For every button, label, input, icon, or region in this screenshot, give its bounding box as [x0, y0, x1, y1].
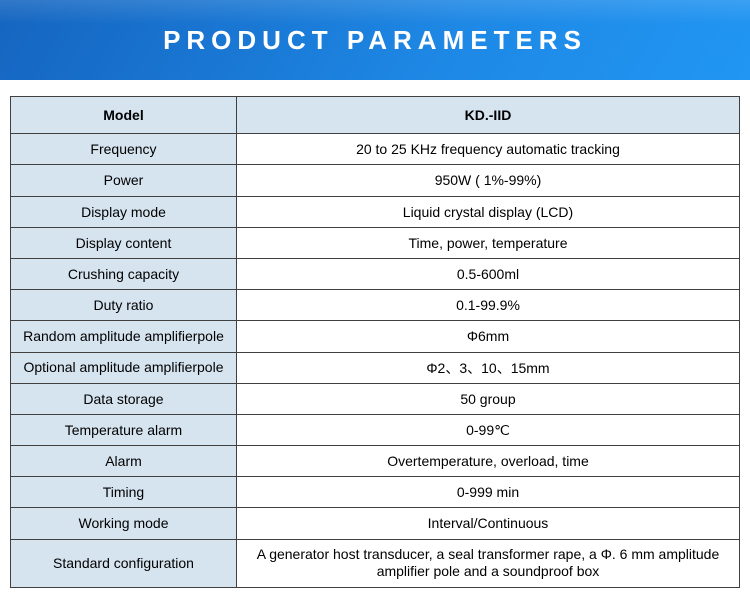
- row-value: Φ2、3、10、15mm: [236, 352, 739, 383]
- table-row: Standard configuration A generator host …: [11, 539, 740, 587]
- row-label: Temperature alarm: [11, 414, 237, 445]
- header-value: KD.-IID: [236, 97, 739, 134]
- banner: PRODUCT PARAMETERS: [0, 0, 750, 80]
- row-value: 50 group: [236, 383, 739, 414]
- row-label: Alarm: [11, 446, 237, 477]
- row-label: Display mode: [11, 196, 237, 227]
- table-row: Working mode Interval/Continuous: [11, 508, 740, 539]
- row-value: Time, power, temperature: [236, 227, 739, 258]
- table-row: Display content Time, power, temperature: [11, 227, 740, 258]
- header-label: Model: [11, 97, 237, 134]
- row-value: Overtemperature, overload, time: [236, 446, 739, 477]
- table-row: Display mode Liquid crystal display (LCD…: [11, 196, 740, 227]
- table-row: Crushing capacity 0.5-600ml: [11, 258, 740, 289]
- table-row: Alarm Overtemperature, overload, time: [11, 446, 740, 477]
- table-row: Random amplitude amplifierpole Φ6mm: [11, 321, 740, 352]
- parameters-table: Model KD.-IID Frequency 20 to 25 KHz fre…: [10, 96, 740, 588]
- row-label: Frequency: [11, 134, 237, 165]
- row-label: Working mode: [11, 508, 237, 539]
- row-value: 0.5-600ml: [236, 258, 739, 289]
- row-label: Random amplitude amplifierpole: [11, 321, 237, 352]
- row-value: Φ6mm: [236, 321, 739, 352]
- row-label: Optional amplitude amplifierpole: [11, 352, 237, 383]
- row-label: Timing: [11, 477, 237, 508]
- page-title: PRODUCT PARAMETERS: [163, 25, 587, 56]
- row-value: Liquid crystal display (LCD): [236, 196, 739, 227]
- row-label: Power: [11, 165, 237, 196]
- row-value: 0-999 min: [236, 477, 739, 508]
- table-row: Power 950W ( 1%-99%): [11, 165, 740, 196]
- row-value: Interval/Continuous: [236, 508, 739, 539]
- row-value: 20 to 25 KHz frequency automatic trackin…: [236, 134, 739, 165]
- table-header-row: Model KD.-IID: [11, 97, 740, 134]
- row-value: 0.1-99.9%: [236, 290, 739, 321]
- row-label: Crushing capacity: [11, 258, 237, 289]
- parameters-table-container: Model KD.-IID Frequency 20 to 25 KHz fre…: [0, 80, 750, 588]
- table-row: Data storage 50 group: [11, 383, 740, 414]
- table-body: Frequency 20 to 25 KHz frequency automat…: [11, 134, 740, 587]
- table-row: Duty ratio 0.1-99.9%: [11, 290, 740, 321]
- table-row: Temperature alarm 0-99℃: [11, 414, 740, 445]
- row-label: Standard configuration: [11, 539, 237, 587]
- row-label: Duty ratio: [11, 290, 237, 321]
- table-row: Timing 0-999 min: [11, 477, 740, 508]
- table-row: Frequency 20 to 25 KHz frequency automat…: [11, 134, 740, 165]
- row-label: Display content: [11, 227, 237, 258]
- row-value: 0-99℃: [236, 414, 739, 445]
- table-row: Optional amplitude amplifierpole Φ2、3、10…: [11, 352, 740, 383]
- row-value: A generator host transducer, a seal tran…: [236, 539, 739, 587]
- row-value: 950W ( 1%-99%): [236, 165, 739, 196]
- row-label: Data storage: [11, 383, 237, 414]
